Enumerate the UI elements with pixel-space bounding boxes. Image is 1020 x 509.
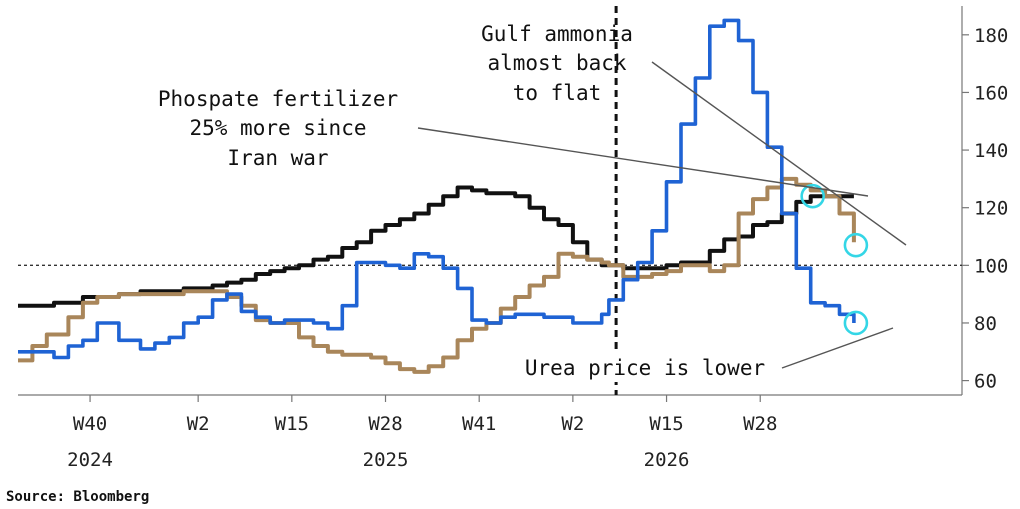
highlight-circles [800,183,869,336]
annotation-gulf-ammonia: Gulf ammonia almost back to flat [481,22,907,246]
source-note: Source: Bloomberg [6,489,149,505]
annotation-phosphate: Phospate fertilizer 25% more since Iran … [158,87,869,197]
annotation-phosphate-line-3: Iran war [227,146,328,170]
annotation-gulf-pointer [651,61,907,246]
annotation-urea-background [510,352,780,382]
series-blue-line [18,18,856,360]
annotation-urea-pointer [781,327,894,369]
annotation-phosphate-line-1: Phospate fertilizer [158,87,398,111]
x-tick-label-week-3: W28 [368,413,402,435]
annotation-gulf-line-2: almost back [487,51,626,75]
x-tick-label-week-2: W15 [275,413,309,435]
x-tick-label-week-4: W41 [462,413,496,435]
x-tick-label-week-6: W15 [649,413,683,435]
y-tick-label-60: 60 [974,371,997,393]
y-tick-label-80: 80 [974,313,997,335]
annotation-urea: Urea price is lower [510,327,894,382]
x-tick-label-week-0: W40 [73,413,107,435]
series-black-line [18,185,854,308]
x-tick-label-week-1: W2 [187,413,210,435]
highlight-circle-blue [843,310,869,336]
y-tick-label-120: 120 [974,198,1008,220]
y-tick-label-100: 100 [974,255,1008,277]
x-tick-label-year-6: 2026 [644,449,690,471]
x-axis: W40 2024 W2 W15 W28 2025 W41 W2 W15 2026 W28 [67,395,777,471]
y-tick-label-140: 140 [974,140,1008,162]
series-tan-line [18,176,856,374]
series-layer [18,18,856,374]
x-tick-label-year-0: 2024 [67,449,113,471]
highlight-circle-tan [843,232,869,258]
y-tick-label-160: 160 [974,82,1008,104]
annotation-urea-text: Urea price is lower [525,356,765,380]
x-tick-label-year-3: 2025 [363,449,409,471]
x-tick-label-week-7: W28 [743,413,777,435]
highlight-circle-black [800,183,825,209]
y-axis: 60 80 100 120 140 160 180 [962,25,1008,393]
annotation-phosphate-pointer [417,127,869,197]
x-tick-label-week-5: W2 [561,413,584,435]
annotation-gulf-line-1: Gulf ammonia [481,22,633,46]
annotation-gulf-line-3: to flat [513,81,602,105]
y-tick-label-180: 180 [974,25,1008,47]
plot-area [18,6,963,396]
annotation-phosphate-line-2: 25% more since [189,116,366,140]
